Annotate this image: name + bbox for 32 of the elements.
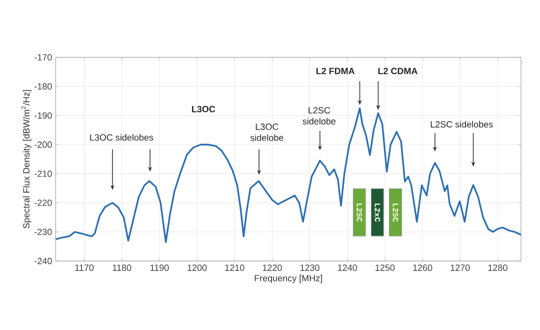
- annotation: L2xC: [374, 204, 380, 222]
- annotation: L2 FDMA: [316, 68, 355, 74]
- y-tick-label: -230: [34, 228, 52, 236]
- x-tick-label: 1180: [112, 264, 132, 271]
- y-tick-label: -240: [34, 258, 52, 264]
- annotation: L2SC: [356, 204, 362, 222]
- x-axis-title: Frequency [MHz]: [254, 274, 322, 284]
- y-tick-label: -220: [34, 200, 52, 206]
- x-tick-label: 1270: [450, 264, 470, 271]
- x-tick-label: 1260: [413, 264, 432, 271]
- x-tick-label: 1230: [300, 264, 320, 271]
- annotation: L2SC sidelobes: [430, 120, 493, 128]
- x-tick-label: 1220: [262, 264, 282, 271]
- y-tick-label: -180: [34, 83, 52, 90]
- x-tick-label: 1200: [188, 264, 207, 271]
- annotation: L2 CDMA: [378, 68, 418, 74]
- annotation: L3OC sidelobe: [250, 124, 284, 141]
- y-tick-label: -170: [34, 54, 52, 60]
- annotation: L3OC sidelobes: [90, 134, 154, 141]
- annotation: L2SC sidelobe: [302, 107, 336, 124]
- x-tick-label: 1250: [376, 264, 395, 271]
- x-tick-label: 1240: [338, 264, 358, 271]
- y-axis-title: Spectral Flux Density [dBW/m$^{2}$/Hz]: [21, 90, 32, 228]
- x-tick-label: 1170: [75, 264, 94, 271]
- annotation: L2SC: [392, 204, 398, 222]
- x-tick-label: 1210: [225, 264, 244, 271]
- x-tick-label: 1190: [150, 264, 169, 271]
- y-tick-label: -200: [34, 141, 52, 148]
- x-tick-label: 1280: [488, 264, 508, 271]
- annotation: L3OC: [192, 106, 216, 112]
- y-tick-label: -190: [34, 112, 52, 119]
- y-tick-label: -210: [34, 170, 52, 177]
